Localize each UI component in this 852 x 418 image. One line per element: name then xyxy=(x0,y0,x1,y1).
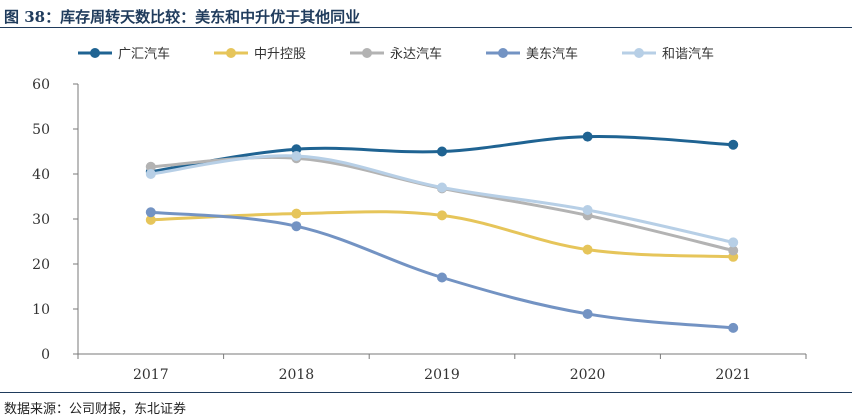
x-tick-label: 2017 xyxy=(133,367,169,383)
x-tick-label: 2021 xyxy=(715,367,751,383)
title-divider xyxy=(0,27,852,28)
x-tick-label: 2018 xyxy=(279,367,315,383)
legend-swatch-marker xyxy=(498,48,508,58)
legend-item: 永达汽车 xyxy=(350,46,442,62)
legend-label: 美东汽车 xyxy=(526,46,578,62)
legend-label: 永达汽车 xyxy=(390,46,442,62)
data-point xyxy=(728,245,739,256)
data-point xyxy=(582,308,593,319)
data-point xyxy=(145,207,156,218)
data-point xyxy=(145,161,156,172)
source-note: 数据来源：公司财报，东北证券 xyxy=(4,402,187,417)
series-line xyxy=(149,155,735,252)
data-point xyxy=(145,214,156,225)
x-tick-label: 2020 xyxy=(570,367,606,383)
data-point xyxy=(437,272,447,283)
footer-divider xyxy=(0,392,852,393)
series-4 xyxy=(145,207,739,333)
legend-label: 广汇汽车 xyxy=(118,46,170,62)
data-point xyxy=(728,139,739,150)
legend-swatch-marker xyxy=(362,48,372,58)
data-point xyxy=(437,210,447,221)
legend-item: 和谐汽车 xyxy=(622,46,714,62)
axes: 0 10 20 30 40 50 60 2017 2018 2019 2020 2021 xyxy=(32,77,807,383)
data-point xyxy=(582,244,593,255)
data-point xyxy=(437,182,447,193)
data-point xyxy=(291,151,302,161)
legend-swatch-marker xyxy=(634,48,644,58)
y-tick-label: 0 xyxy=(41,347,50,363)
legend-item: 中升控股 xyxy=(214,47,306,62)
data-point xyxy=(291,221,302,232)
legend-swatch-marker xyxy=(226,48,236,58)
y-tick-label: 40 xyxy=(32,167,50,183)
series-3 xyxy=(145,153,739,256)
series-layer xyxy=(145,131,739,333)
series-5 xyxy=(145,151,739,248)
series-1 xyxy=(145,131,739,177)
data-point xyxy=(728,322,739,333)
y-tick-label: 10 xyxy=(32,302,50,318)
series-2 xyxy=(145,208,739,262)
figure-title: 图 38：库存周转天数比较：美东和中升优于其他同业 xyxy=(4,8,361,26)
legend-item: 广汇汽车 xyxy=(78,46,170,62)
data-point xyxy=(437,146,447,157)
y-tick-label: 30 xyxy=(32,212,50,228)
legend-item: 美东汽车 xyxy=(486,46,578,62)
data-point xyxy=(728,237,739,248)
legend: 广汇汽车 中升控股 永达汽车 美东汽车 和谐汽车 xyxy=(78,46,714,62)
legend-label: 中升控股 xyxy=(254,47,306,62)
legend-label: 和谐汽车 xyxy=(662,46,714,62)
y-tick-label: 50 xyxy=(32,122,50,138)
y-tick-label: 20 xyxy=(32,257,50,273)
x-tick-label: 2019 xyxy=(424,367,460,383)
y-tick-label: 60 xyxy=(32,77,50,93)
data-point xyxy=(582,131,593,142)
data-point xyxy=(291,208,302,219)
data-point xyxy=(145,169,156,179)
data-point xyxy=(582,205,593,215)
legend-swatch-marker xyxy=(90,48,100,58)
